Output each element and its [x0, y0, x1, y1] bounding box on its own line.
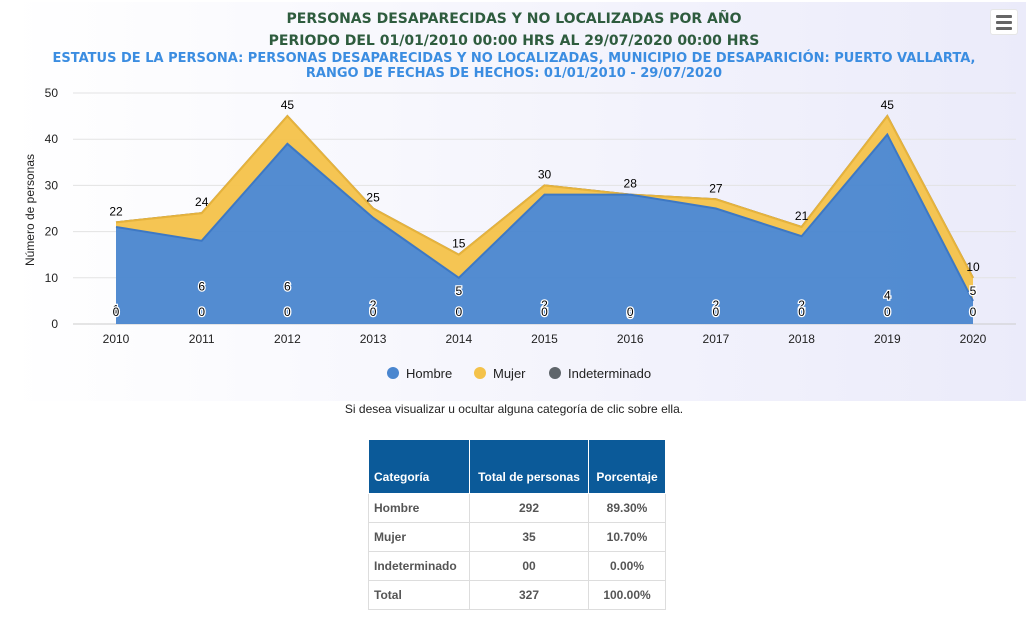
data-label-total: 10 [966, 260, 980, 274]
data-label-indeterminado: 0 [113, 305, 120, 319]
data-label-indeterminado: 0 [284, 305, 291, 319]
data-label-indeterminado: 0 [455, 305, 462, 319]
data-label-total: 25 [366, 191, 380, 205]
x-tick-label: 2010 [103, 332, 130, 346]
y-tick-label: 20 [45, 225, 59, 239]
line-hombre [115, 132, 974, 302]
data-label-total: 28 [624, 177, 638, 191]
summary-table: Categoría Total de personas Porcentaje H… [368, 439, 666, 610]
data-label-total: 30 [538, 167, 552, 181]
x-tick-label: 2018 [788, 332, 815, 346]
line-mujer [115, 114, 974, 279]
hamburger-menu-icon[interactable] [990, 9, 1018, 35]
data-label-indeterminado: 0 [798, 305, 805, 319]
data-label-mujer: 2 [713, 298, 720, 312]
data-label-mujer: 5 [455, 284, 462, 298]
cell-category: Indeterminado [368, 551, 470, 581]
data-label-indeterminado: 0 [370, 305, 377, 319]
x-tick-label: 2013 [360, 332, 387, 346]
hint-text: Si desea visualizar u ocultar alguna cat… [344, 402, 684, 416]
header-total: Total de personas [469, 439, 589, 494]
cell-total: 00 [469, 551, 589, 581]
y-tick-label: 10 [45, 271, 59, 285]
legend: Hombre Mujer Indeterminado [387, 366, 651, 381]
data-label-mujer: 2 [798, 298, 805, 312]
header-percent: Porcentaje [588, 439, 666, 494]
cell-percent: 0.00% [588, 551, 666, 581]
x-tick-label: 2016 [617, 332, 644, 346]
cell-percent: 10.70% [588, 522, 666, 552]
legend-label: Indeterminado [568, 366, 651, 381]
cell-total: 292 [469, 493, 589, 523]
data-label-mujer: 5 [970, 284, 977, 298]
chart-subtitle-line2: RANGO DE FECHAS DE HECHOS: 01/01/2010 - … [305, 66, 723, 81]
data-label-mujer: 2 [541, 298, 548, 312]
cell-total: 327 [469, 580, 589, 610]
y-tick-label: 30 [45, 178, 59, 192]
data-label-indeterminado: 0 [970, 305, 977, 319]
data-label-total: 27 [709, 181, 723, 195]
legend-marker [387, 367, 399, 379]
data-label-total: 24 [195, 195, 209, 209]
table-row: Total 327 100.00% [368, 580, 666, 610]
chart-areas [115, 114, 974, 324]
legend-item-indeterminado[interactable]: Indeterminado [549, 366, 651, 381]
x-tick-label: 2015 [531, 332, 558, 346]
y-axis: 0 10 20 30 40 50 [45, 86, 59, 331]
x-tick-label: 2020 [960, 332, 987, 346]
data-label-total: 45 [281, 98, 295, 112]
data-label-indeterminado: 0 [884, 305, 891, 319]
table-row: Mujer 35 10.70% [368, 522, 666, 552]
data-label-mujer: 1 [113, 302, 120, 316]
cell-percent: 89.30% [588, 493, 666, 523]
menu-bar [996, 20, 1012, 24]
x-axis: 2010 2011 2012 2013 2014 2015 2016 2017 2018 2019… [103, 332, 987, 346]
data-label-mujer: 4 [884, 289, 891, 303]
data-label-mujer: 2 [370, 298, 377, 312]
data-labels: 2210246045602520155030202800272021204540… [109, 98, 980, 322]
legend-item-mujer[interactable]: Mujer [474, 366, 526, 381]
area-hombre [116, 134, 973, 324]
cell-category: Total [368, 580, 470, 610]
table-header-row: Categoría Total de personas Porcentaje [368, 439, 666, 494]
x-tick-label: 2019 [874, 332, 901, 346]
x-tick-label: 2017 [703, 332, 730, 346]
cell-category: Mujer [368, 522, 470, 552]
data-label-indeterminado: 0 [713, 305, 720, 319]
x-tick-label: 2014 [445, 332, 472, 346]
legend-item-hombre[interactable]: Hombre [387, 366, 452, 381]
menu-bar [996, 14, 1012, 18]
header-category: Categoría [368, 439, 470, 494]
cell-category: Hombre [368, 493, 470, 523]
legend-label: Hombre [406, 366, 452, 381]
y-tick-label: 40 [45, 132, 59, 146]
legend-label: Mujer [493, 366, 526, 381]
table-row: Hombre 292 89.30% [368, 493, 666, 523]
data-label-total: 21 [795, 209, 809, 223]
chart-period: PERIODO DEL 01/01/2010 00:00 HRS AL 29/0… [268, 33, 760, 49]
data-label-indeterminado: 0 [541, 305, 548, 319]
table-row: Indeterminado 00 0.00% [368, 551, 666, 581]
y-tick-label: 0 [51, 317, 58, 331]
data-label-mujer: 0 [627, 307, 634, 321]
data-label-mujer: 6 [198, 279, 205, 293]
data-label-mujer: 6 [284, 279, 291, 293]
x-tick-label: 2012 [274, 332, 301, 346]
data-label-total: 45 [881, 98, 895, 112]
cell-percent: 100.00% [588, 580, 666, 610]
cell-total: 35 [469, 522, 589, 552]
x-tick-label: 2011 [189, 332, 215, 346]
y-axis-label: Número de personas [23, 154, 37, 266]
data-label-total: 15 [452, 237, 466, 251]
data-label-indeterminado: 0 [198, 305, 205, 319]
chart-subtitle-line1: ESTATUS DE LA PERSONA: PERSONAS DESAPARE… [52, 51, 976, 66]
chart-title: PERSONAS DESAPARECIDAS Y NO LOCALIZADAS … [286, 11, 742, 27]
menu-bar [996, 26, 1012, 30]
data-label-indeterminado: 0 [627, 305, 634, 319]
legend-marker [549, 367, 561, 379]
data-label-total: 22 [109, 204, 123, 218]
legend-marker [474, 367, 486, 379]
y-tick-label: 50 [45, 86, 59, 100]
